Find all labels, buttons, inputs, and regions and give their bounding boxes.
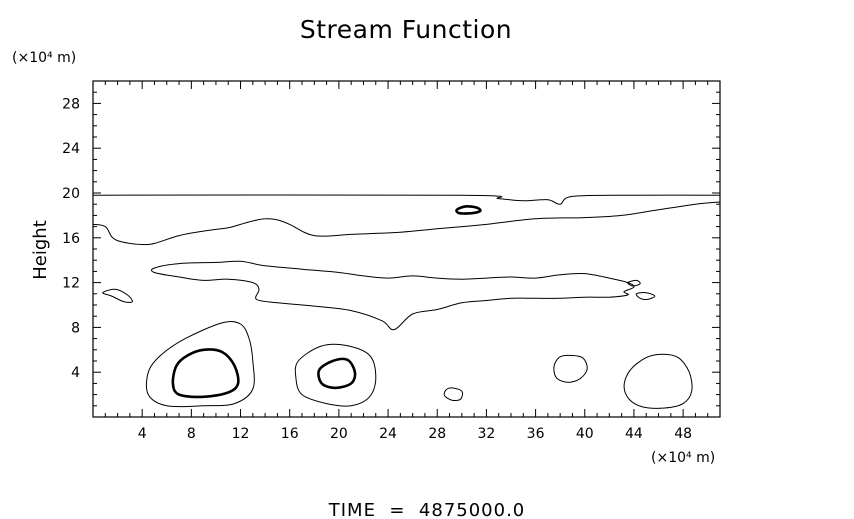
contour-small-loop-top (455, 205, 482, 215)
contour-cell-8-outer (145, 321, 255, 408)
y-tick-label: 24 (62, 141, 80, 157)
chart-title: Stream Function (300, 15, 512, 44)
x-tick-label: 16 (281, 426, 299, 442)
contour-small-loop-right-a (635, 292, 656, 301)
contour-small-loop-right-b (627, 279, 641, 287)
x-tick-label: 36 (527, 426, 545, 442)
contour-cell-38 (553, 354, 588, 383)
y-axis: 4 8 12 16 20 24 28 (62, 91, 720, 407)
contour-cell-8-inner (171, 348, 240, 399)
y-tick-label: 16 (62, 231, 80, 247)
y-tick-label: 4 (71, 365, 80, 381)
x-tick-label: 20 (330, 426, 348, 442)
x-tick-label: 24 (379, 426, 397, 442)
plot-frame (92, 80, 721, 418)
x-tick-label: 4 (138, 426, 147, 442)
x-axis: 4 8 12 16 20 24 28 32 36 40 44 48 (104, 81, 709, 442)
y-tick-label: 28 (62, 96, 80, 112)
contour-middle-band (150, 260, 635, 331)
y-tick-label: 8 (71, 320, 80, 336)
y-axis-label: Height (30, 220, 51, 280)
x-tick-label: 12 (232, 426, 250, 442)
contour-cell-20-inner (317, 357, 357, 390)
contour-cell-29 (443, 387, 464, 402)
x-tick-label: 32 (477, 426, 495, 442)
contour-cell-46 (623, 353, 693, 409)
y-axis-unit: (×10⁴ m) (12, 50, 76, 66)
x-tick-label: 28 (428, 426, 446, 442)
x-tick-label: 48 (674, 426, 692, 442)
contour-top-level (92, 194, 721, 205)
x-tick-label: 44 (625, 426, 643, 442)
contour-lines (92, 194, 721, 409)
contour-upper-band (92, 201, 721, 246)
y-tick-label: 20 (62, 186, 80, 202)
time-footer: TIME = 4875000.0 (328, 500, 526, 519)
x-tick-label: 8 (187, 426, 196, 442)
contour-cell-20-outer (294, 343, 377, 407)
contour-small-loop-left (102, 288, 133, 303)
x-axis-unit: (×10⁴ m) (651, 450, 715, 466)
y-tick-label: 12 (62, 276, 80, 292)
x-tick-label: 40 (576, 426, 594, 442)
